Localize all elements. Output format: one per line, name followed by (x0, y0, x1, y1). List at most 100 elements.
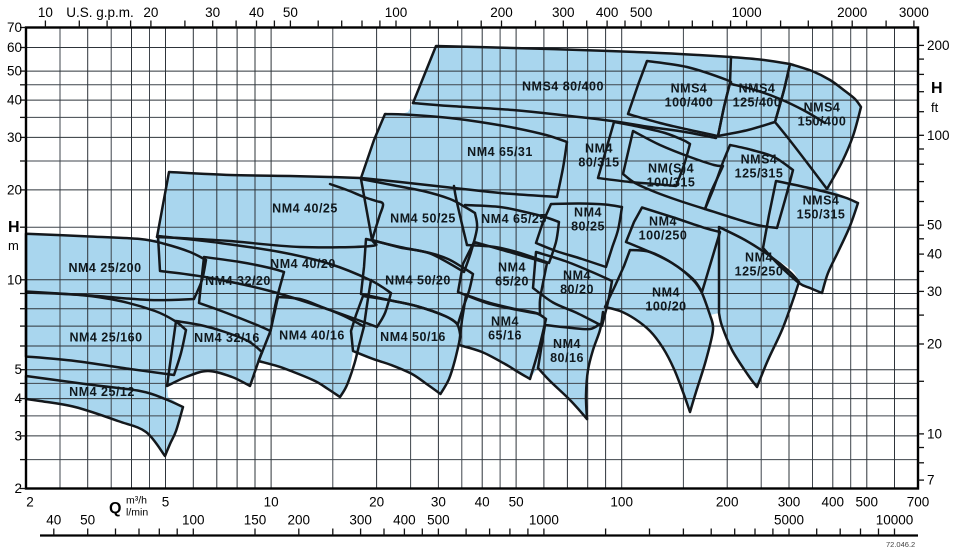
svg-text:100: 100 (610, 495, 633, 510)
svg-text:80/16: 80/16 (550, 351, 584, 365)
svg-text:50: 50 (80, 513, 95, 528)
svg-text:NM4 50/16: NM4 50/16 (380, 330, 446, 344)
svg-text:NM4 40/20: NM4 40/20 (270, 257, 336, 271)
svg-text:3: 3 (14, 428, 22, 443)
svg-text:150/315: 150/315 (797, 208, 846, 222)
svg-text:70: 70 (7, 20, 22, 35)
svg-text:100/400: 100/400 (665, 96, 714, 110)
svg-text:65/16: 65/16 (488, 329, 522, 343)
svg-text:ft: ft (931, 100, 939, 115)
svg-text:NM4: NM4 (553, 337, 581, 351)
svg-text:125/315: 125/315 (735, 167, 784, 181)
svg-text:72.046.2: 72.046.2 (886, 540, 915, 549)
svg-text:100: 100 (927, 128, 950, 143)
svg-text:40: 40 (475, 495, 490, 510)
svg-text:300: 300 (349, 513, 372, 528)
svg-text:10: 10 (7, 272, 22, 287)
svg-text:NM4 65/31: NM4 65/31 (467, 145, 533, 159)
svg-text:H: H (8, 219, 20, 236)
svg-text:30: 30 (205, 5, 220, 20)
svg-text:300: 300 (552, 5, 575, 20)
svg-text:m: m (8, 238, 19, 253)
svg-text:400: 400 (393, 513, 416, 528)
svg-text:U.S. g.p.m.: U.S. g.p.m. (66, 5, 134, 20)
svg-text:NM4 50/20: NM4 50/20 (385, 274, 451, 288)
svg-text:3000: 3000 (899, 5, 929, 20)
svg-text:NM4 50/25: NM4 50/25 (390, 212, 456, 226)
svg-text:5: 5 (162, 495, 170, 510)
svg-text:20: 20 (369, 495, 384, 510)
svg-text:50: 50 (283, 5, 298, 20)
svg-text:80/20: 80/20 (560, 283, 594, 297)
svg-text:40: 40 (7, 93, 22, 108)
svg-text:NM4: NM4 (563, 269, 591, 283)
svg-text:50: 50 (7, 64, 22, 79)
svg-text:200: 200 (490, 5, 513, 20)
svg-text:40: 40 (249, 5, 264, 20)
svg-text:100: 100 (385, 5, 408, 20)
svg-text:500: 500 (630, 5, 653, 20)
svg-text:100/20: 100/20 (645, 300, 686, 314)
svg-text:NM4 32/16: NM4 32/16 (194, 331, 260, 345)
svg-text:2000: 2000 (837, 5, 867, 20)
svg-text:200: 200 (716, 495, 739, 510)
svg-text:60: 60 (7, 40, 22, 55)
svg-text:100/250: 100/250 (639, 229, 688, 243)
svg-text:H: H (931, 80, 943, 97)
svg-text:2: 2 (14, 481, 22, 496)
svg-text:NMS4: NMS4 (739, 82, 776, 96)
svg-text:7: 7 (927, 473, 935, 488)
svg-text:NM4: NM4 (574, 206, 602, 220)
svg-text:NM4: NM4 (649, 215, 677, 229)
svg-text:NMS4: NMS4 (671, 82, 708, 96)
svg-text:40: 40 (46, 513, 61, 528)
svg-text:125/250: 125/250 (735, 265, 784, 279)
svg-text:20: 20 (927, 337, 942, 352)
svg-text:NMS4 80/400: NMS4 80/400 (522, 80, 604, 94)
svg-text:80/25: 80/25 (571, 220, 605, 234)
svg-text:NM4: NM4 (745, 251, 773, 265)
svg-text:m³/h: m³/h (126, 495, 147, 507)
svg-text:10000: 10000 (876, 513, 914, 528)
svg-text:100: 100 (182, 513, 205, 528)
svg-text:l/min: l/min (126, 507, 148, 519)
svg-text:1000: 1000 (732, 5, 762, 20)
svg-text:10: 10 (38, 5, 53, 20)
svg-text:NM(S)4: NM(S)4 (648, 162, 694, 176)
svg-text:5000: 5000 (774, 513, 804, 528)
svg-text:NM4 25/200: NM4 25/200 (68, 261, 141, 275)
svg-text:NMS4: NMS4 (741, 153, 778, 167)
svg-text:4: 4 (14, 391, 22, 406)
svg-text:10: 10 (927, 426, 942, 441)
svg-text:200: 200 (288, 513, 311, 528)
svg-text:30: 30 (927, 284, 942, 299)
svg-text:1000: 1000 (529, 513, 559, 528)
svg-text:NM4: NM4 (585, 142, 613, 156)
svg-text:20: 20 (143, 5, 158, 20)
svg-text:50: 50 (927, 218, 942, 233)
svg-text:2: 2 (26, 495, 34, 510)
svg-text:40: 40 (927, 247, 942, 262)
svg-text:100/315: 100/315 (647, 176, 696, 190)
svg-text:30: 30 (7, 130, 22, 145)
svg-text:NM4: NM4 (652, 286, 680, 300)
svg-text:125/400: 125/400 (733, 96, 782, 110)
svg-text:NM4: NM4 (491, 315, 519, 329)
svg-text:NM4 25/12: NM4 25/12 (69, 385, 135, 399)
svg-text:150: 150 (244, 513, 267, 528)
svg-text:NM4 65/25: NM4 65/25 (481, 212, 547, 226)
svg-text:80/315: 80/315 (578, 156, 619, 170)
svg-text:10: 10 (264, 495, 279, 510)
svg-text:20: 20 (7, 182, 22, 197)
svg-text:NM4 32/20: NM4 32/20 (205, 274, 271, 288)
svg-text:NM4 40/16: NM4 40/16 (279, 329, 345, 343)
svg-text:500: 500 (856, 495, 879, 510)
svg-text:150/400: 150/400 (798, 115, 847, 129)
svg-text:500: 500 (427, 513, 450, 528)
svg-text:NM4: NM4 (498, 261, 526, 275)
svg-text:NMS4: NMS4 (804, 101, 841, 115)
svg-text:NMS4: NMS4 (803, 194, 840, 208)
svg-text:NM4 40/25: NM4 40/25 (272, 202, 338, 216)
svg-text:400: 400 (596, 5, 619, 20)
svg-text:700: 700 (907, 495, 930, 510)
